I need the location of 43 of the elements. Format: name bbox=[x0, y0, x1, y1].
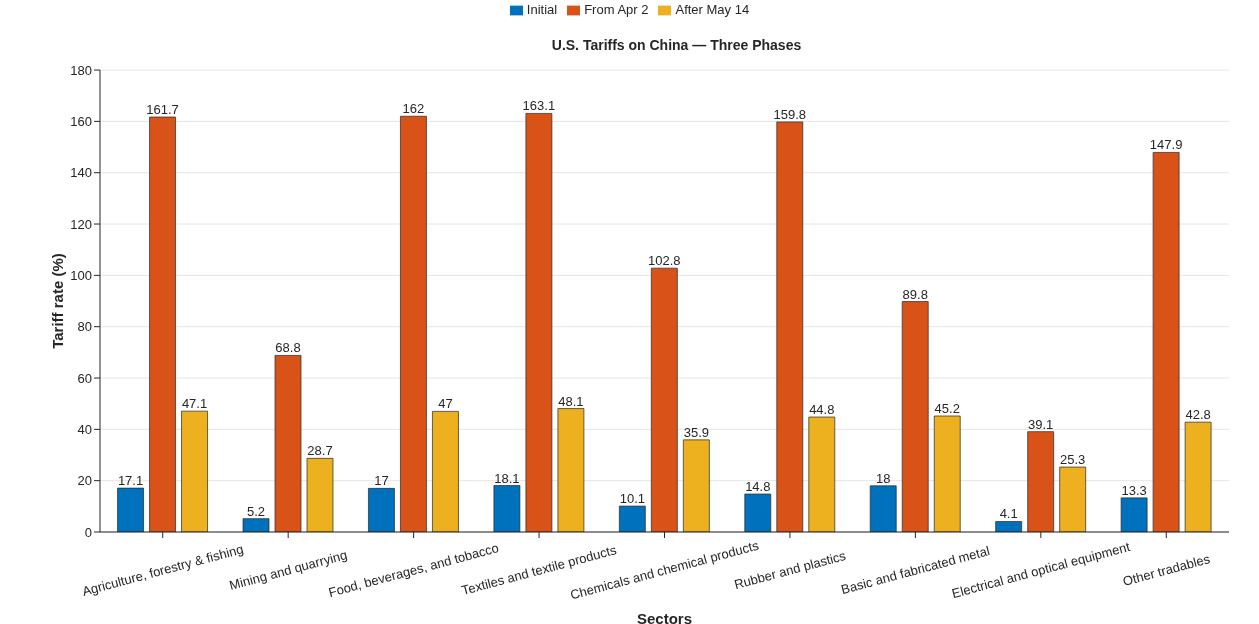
data-label: 10.1 bbox=[619, 491, 645, 507]
y-tick-label: 160 bbox=[70, 114, 92, 129]
y-tick-label: 140 bbox=[70, 165, 92, 181]
data-label: 17 bbox=[374, 473, 389, 489]
data-label: 159.8 bbox=[773, 106, 807, 122]
y-tick-label: 120 bbox=[70, 216, 92, 232]
y-tick-label: 20 bbox=[77, 473, 92, 489]
data-label: 17.1 bbox=[117, 473, 144, 489]
data-label: 102.8 bbox=[648, 253, 681, 269]
data-label: 47.1 bbox=[181, 396, 208, 412]
y-tick-label: 100 bbox=[70, 267, 92, 283]
y-tick-label: 180 bbox=[70, 62, 92, 78]
legend-label: From Apr 2 bbox=[584, 2, 649, 17]
data-label: 28.7 bbox=[307, 443, 333, 459]
data-label: 35.9 bbox=[683, 424, 709, 440]
data-label: 39.1 bbox=[1028, 416, 1054, 432]
data-label: 42.8 bbox=[1185, 407, 1211, 423]
y-tick-label: 80 bbox=[77, 319, 92, 335]
y-axis-title: Tariff rate (%) bbox=[49, 253, 67, 349]
data-label: 162 bbox=[402, 101, 425, 117]
data-label: 163.1 bbox=[522, 98, 556, 114]
data-label: 14.8 bbox=[745, 479, 771, 495]
y-tick-label: 0 bbox=[84, 524, 92, 540]
data-label: 48.1 bbox=[558, 393, 584, 409]
data-label: 44.8 bbox=[809, 402, 835, 418]
y-tick-label: 40 bbox=[77, 421, 92, 437]
data-label: 68.8 bbox=[275, 340, 301, 356]
data-label: 4.1 bbox=[999, 506, 1018, 522]
x-axis-title: Sectors bbox=[636, 610, 693, 624]
data-label: 18.1 bbox=[494, 470, 520, 486]
data-label: 25.3 bbox=[1060, 452, 1086, 468]
data-label: 89.8 bbox=[902, 286, 928, 302]
legend-label: After May 14 bbox=[675, 2, 750, 17]
data-label: 13.3 bbox=[1121, 482, 1147, 498]
chart-title: U.S. Tariffs on China — Three Phases bbox=[550, 37, 803, 53]
legend-label: Initial bbox=[526, 2, 558, 17]
data-label: 47 bbox=[438, 396, 453, 412]
data-label: 147.9 bbox=[1149, 137, 1183, 153]
data-label: 5.2 bbox=[246, 503, 266, 519]
data-label: 18 bbox=[875, 470, 891, 486]
data-label: 161.7 bbox=[146, 102, 179, 118]
data-label: 45.2 bbox=[934, 401, 960, 416]
y-tick-label: 60 bbox=[77, 370, 92, 386]
